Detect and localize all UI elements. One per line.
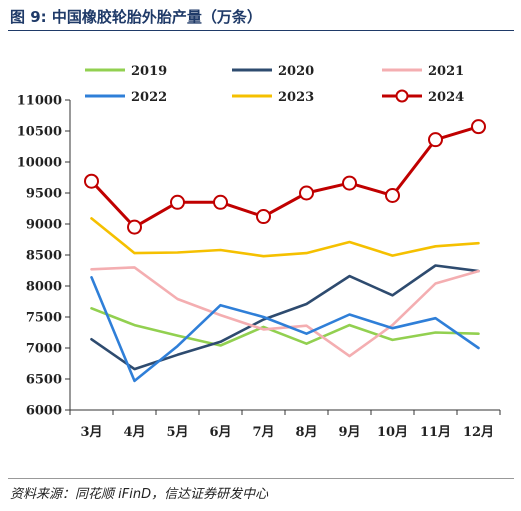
data-point-2024 — [84, 173, 99, 189]
y-tick-label: 8000 — [26, 280, 62, 295]
legend-label: 2024 — [428, 90, 464, 105]
x-tick-label: 5月 — [166, 425, 188, 440]
source-note: 资料来源：同花顺 iFinD，信达证券研发中心 — [10, 487, 269, 502]
y-tick-label: 10500 — [17, 125, 62, 140]
y-tick-label: 11000 — [17, 94, 62, 109]
y-tick-label: 6500 — [26, 373, 62, 388]
y-tick-label: 9000 — [26, 218, 62, 233]
series-2023 — [90, 217, 480, 258]
series-2019 — [90, 306, 480, 347]
legend-marker — [395, 89, 409, 103]
series-line-2019 — [90, 306, 480, 347]
x-tick-label: 12月 — [463, 425, 494, 440]
series-line-2023 — [90, 217, 480, 258]
legend-item-2020: 2020 — [232, 64, 314, 79]
data-point-2024 — [471, 119, 486, 135]
legend-item-2019: 2019 — [85, 64, 167, 79]
data-point-2024 — [342, 175, 357, 191]
legend-item-2024: 2024 — [382, 89, 464, 105]
data-point-2024 — [170, 194, 185, 210]
legend-label: 2019 — [131, 64, 167, 79]
x-tick-label: 11月 — [420, 425, 451, 440]
y-tick-label: 8500 — [26, 249, 62, 264]
legend-label: 2021 — [428, 64, 464, 79]
series-2022 — [90, 275, 480, 383]
data-point-2024 — [256, 209, 271, 225]
series-line-2024 — [90, 125, 480, 229]
legend-label: 2022 — [131, 90, 167, 105]
series-2024 — [84, 119, 486, 235]
data-point-2024 — [299, 185, 314, 201]
series-line-2020 — [90, 264, 480, 371]
x-tick-label: 7月 — [252, 425, 274, 440]
x-tick-label: 6月 — [209, 425, 231, 440]
data-point-2024 — [428, 132, 443, 148]
series-lines — [84, 119, 486, 383]
x-tick-label: 9月 — [338, 425, 360, 440]
chart-title: 图 9: 中国橡胶轮胎外胎产量（万条） — [10, 8, 262, 26]
legend-label: 2020 — [278, 64, 314, 79]
series-line-2021 — [90, 266, 480, 358]
axes: 6000 6500 7000 7500 8000 8500 9000 9500 10000 105… — [17, 94, 501, 440]
legend-item-2022: 2022 — [85, 90, 167, 105]
source-divider — [8, 478, 514, 479]
series-2021 — [90, 266, 480, 358]
y-tick-label: 7500 — [26, 311, 62, 326]
line-chart: 2019 2020 2021 2022 2023 2024 6000 6500 7000 750… — [17, 64, 501, 440]
x-tick-label: 3月 — [80, 425, 102, 440]
legend-item-2021: 2021 — [382, 64, 464, 79]
y-tick-label: 10000 — [17, 156, 62, 171]
legend: 2019 2020 2021 2022 2023 2024 — [85, 64, 464, 105]
data-point-2024 — [127, 219, 142, 235]
legend-item-2023: 2023 — [232, 90, 314, 105]
y-tick-label: 6000 — [26, 404, 62, 419]
x-tick-label: 8月 — [295, 425, 317, 440]
data-point-2024 — [213, 194, 228, 210]
x-tick-label: 10月 — [377, 425, 408, 440]
legend-label: 2023 — [278, 90, 314, 105]
data-point-2024 — [385, 187, 400, 203]
x-tick-label: 4月 — [123, 425, 145, 440]
series-line-2022 — [90, 275, 480, 383]
title-divider — [8, 30, 514, 31]
series-2020 — [90, 264, 480, 371]
y-tick-label: 9500 — [26, 187, 62, 202]
y-tick-label: 7000 — [26, 342, 62, 357]
